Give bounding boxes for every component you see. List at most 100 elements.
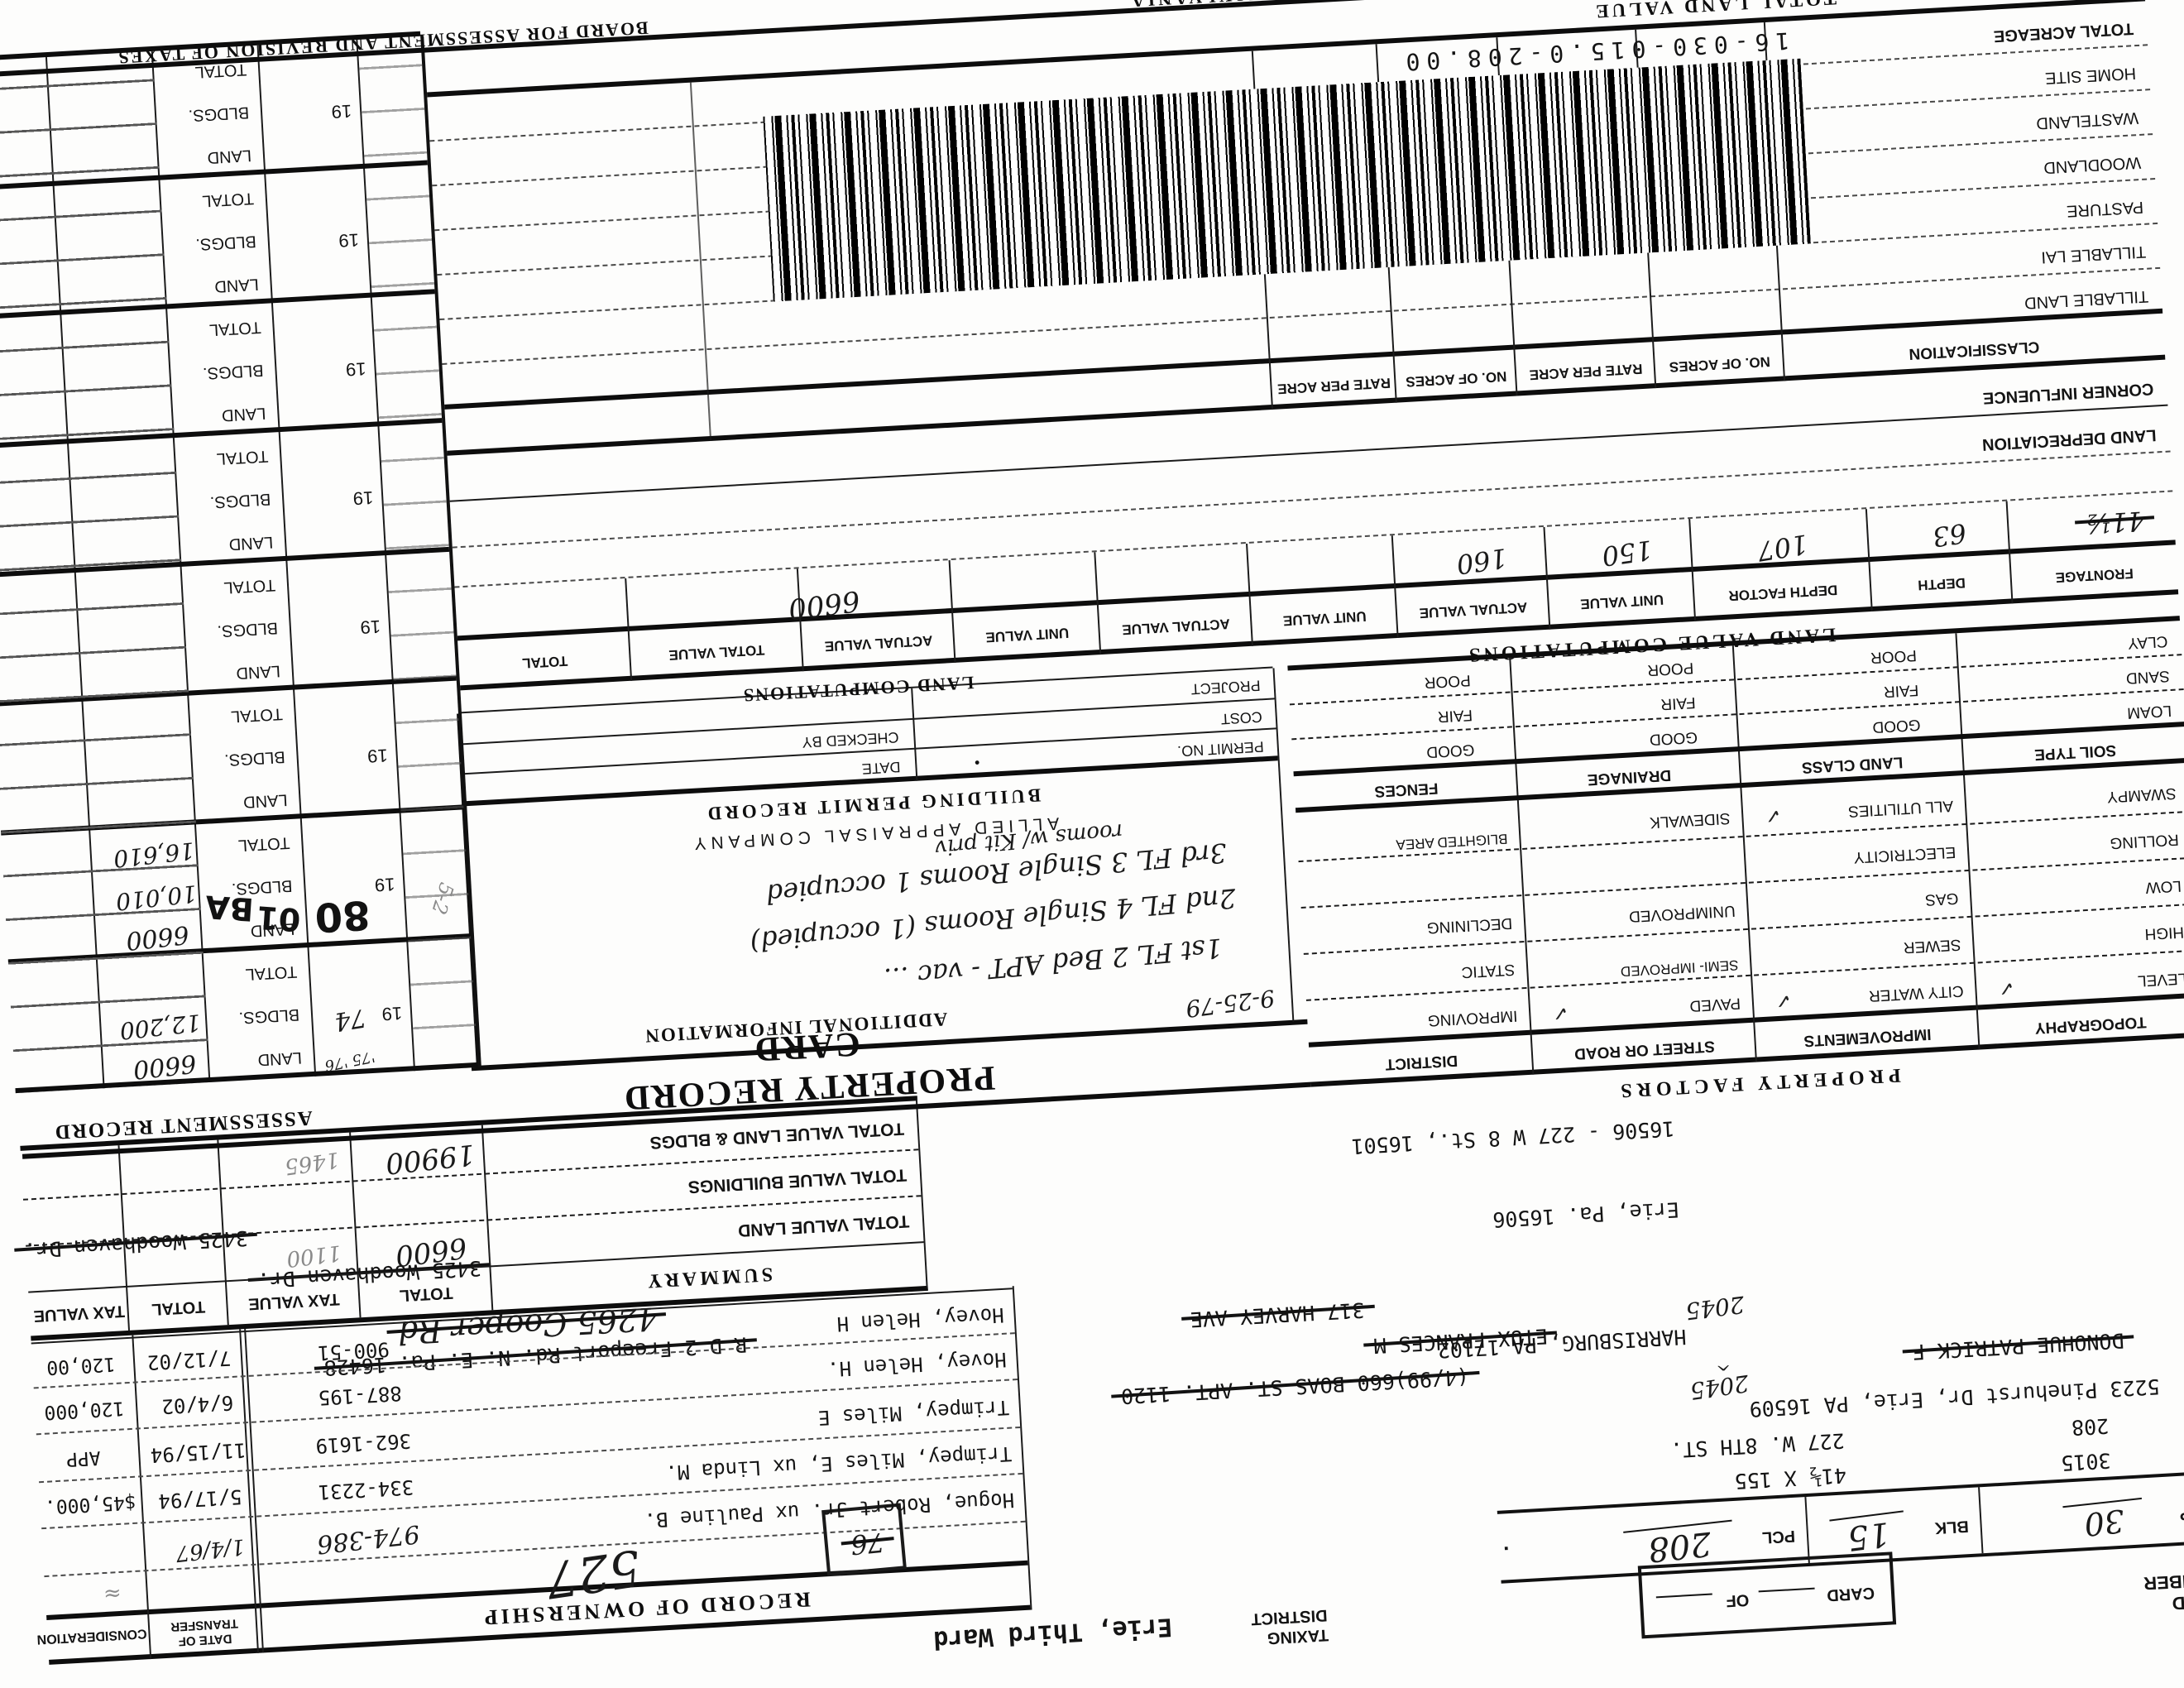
summary-row-land-total-handwritten: 6600: [393, 1230, 469, 1272]
class-tillable-land: TILLABLE LAND: [2024, 285, 2149, 312]
summary-col-total-2: TOTAL: [151, 1296, 206, 1318]
landclass-good: GOOD: [1871, 714, 1922, 736]
assessment-g2-stamp-80: 80: [314, 890, 371, 941]
permit-cost-label: COST: [1220, 708, 1263, 728]
assessment-g8-land-label: LAND: [206, 145, 252, 166]
class-total-acreage: TOTAL ACREAGE: [1993, 18, 2134, 45]
assessment-g5-total-label: TOTAL: [216, 445, 269, 468]
lvc-rowline-1: [454, 490, 2173, 588]
factor-all-utilities: ALL UTILITIES: [1847, 795, 1954, 820]
ownership-row6-consideration: 120,00: [46, 1352, 117, 1380]
ownership-row4-deed: 362-1619: [314, 1429, 412, 1458]
checkmark-all-utilities: ✓: [1764, 803, 1783, 828]
map-label: MAP: [2179, 1502, 2184, 1523]
factor-level: LEVEL: [2137, 968, 2184, 990]
assessment-g4-bldgs-label: BLDGS.: [216, 617, 279, 640]
hand-76-value: 76: [849, 1526, 886, 1561]
ownership-row2-deed-handwritten: 974-386: [315, 1518, 422, 1560]
checkmark-city-water: ✓: [1774, 989, 1793, 1014]
classification-header: CLASSIFICATION: [1908, 337, 2040, 362]
assessment-g3-land-label: LAND: [242, 789, 289, 811]
assessment-g4-year-prefix: 19: [359, 615, 381, 636]
soil-clay: CLAY: [2127, 631, 2168, 652]
assessment-g8-year-prefix: 19: [330, 99, 352, 121]
assessment-g2-year-prefix: 19: [374, 873, 395, 894]
ownership-row4-name: Trimpey, Miles E: [817, 1395, 1010, 1430]
taxing-district-label: TAXING DISTRICT: [1251, 1604, 1329, 1647]
factor-low: LOW: [2144, 875, 2182, 896]
summary-row-landbldgs-tax-handwritten: 1465: [282, 1145, 341, 1178]
summary-row-landbldgs-total-handwritten: 19900: [383, 1136, 477, 1179]
class-wasteland: WASTELAND: [2035, 108, 2139, 132]
summary-row-buildings-label: TOTAL VALUE BUILDINGS: [687, 1164, 908, 1196]
ownership-row5-name: Hovey, Helen H.: [826, 1347, 1008, 1381]
factor-gas: GAS: [1924, 888, 1959, 909]
lvc-rowline-2: [452, 450, 2171, 549]
lvc-header-unit-value-1: UNIT VALUE: [1579, 591, 1664, 613]
card-of-card-label: CARD: [1826, 1582, 1875, 1604]
rate-per-acre-header-1: RATE PER ACRE: [1529, 360, 1644, 384]
consideration-header: CONSIDERATION: [36, 1626, 147, 1647]
assessment-g6-land-label: LAND: [221, 402, 266, 424]
assessment-g6-year-prefix: 19: [345, 357, 367, 379]
factor-static: STATIC: [1460, 959, 1516, 981]
drainage-fair: FAIR: [1660, 693, 1697, 713]
map-blk-divider: [1978, 1487, 1984, 1554]
assessment-record-table: 19 '75 '76 74 LAND BLDGS. TOTAL 6600 12,…: [0, 31, 481, 1094]
factors-rowline-1: [1305, 949, 2184, 1001]
ownership-row3-consideration: $45,000.: [44, 1490, 137, 1519]
drainage-good: GOOD: [1649, 727, 1698, 749]
assessment-g7-year-prefix: 19: [338, 228, 360, 250]
card-number-label: CARD NUMBER: [2143, 1567, 2184, 1614]
map-value-handwritten: 30: [2062, 1497, 2146, 1545]
soil-loam: LOAM: [2126, 700, 2172, 722]
factor-sewer: SEWER: [1903, 934, 1961, 957]
lvc-hand-frontage: 41½: [2084, 505, 2146, 540]
permit-project-label: PROJECT: [1190, 677, 1262, 698]
drainage-poor: POOR: [1646, 658, 1694, 679]
hand-date-9-25-79: 9-25-79: [1184, 983, 1276, 1021]
lvc-header-total-value: TOTAL VALUE: [668, 641, 765, 664]
ownership-row2-date-handwritten: 1/4/67: [174, 1532, 247, 1566]
property-code: 3015: [2060, 1448, 2112, 1476]
class-tillable-lai: TILLABLE LAI: [2040, 241, 2147, 266]
summary-col-total-1: TOTAL: [399, 1282, 454, 1304]
card-number-label-line2: NUMBER: [2143, 1568, 2184, 1594]
ownership-row1-consideration-scribble: ≈: [103, 1579, 122, 1606]
lvc-header-unit-value-3: UNIT VALUE: [984, 625, 1070, 646]
ownership-row6-name: Hovey, Helen H: [836, 1302, 1005, 1336]
land-depreciation-label: LAND DEPRECIATION: [1981, 424, 2157, 453]
hand-2045-b: 2045: [1684, 1289, 1746, 1324]
assessment-g3-year-prefix: 19: [366, 744, 389, 765]
ownership-row5-deed: 887-195: [317, 1381, 403, 1410]
ownership-row6-deed: 900-51: [317, 1337, 390, 1365]
lvc-header-unit-value-2: UNIT VALUE: [1282, 608, 1367, 630]
permit-date-label: DATE: [861, 758, 901, 778]
lvc-hand-unit-value: 150: [1599, 534, 1655, 573]
lvc-header-actual-value-2: ACTUAL VALUE: [1121, 616, 1231, 639]
no-of-acres-header-1: NO. OF ACRES: [1669, 353, 1771, 376]
assessment-g2-land-label: LAND: [250, 918, 295, 939]
class-home-site: HOME SITE: [2044, 63, 2137, 87]
factor-rolling: ROLLING: [2109, 829, 2180, 852]
prior-owner-1-address: (4/99)660 BOAS ST. APT. 1120: [1120, 1364, 1470, 1410]
card-of-blank1: [1758, 1587, 1815, 1593]
ownership-row3-deed: 334-2231: [317, 1475, 414, 1504]
lvc-header-depth-factor: DEPTH FACTOR: [1727, 582, 1838, 605]
factor-unimproved: UNIMPROVED: [1628, 900, 1736, 925]
property-factors-table: TOPOGRAPHY IMPROVEMENTS STREET OR ROAD D…: [1287, 616, 2184, 1087]
assessment-g4-total-label: TOTAL: [223, 574, 276, 597]
assessment-g2-total-label: TOTAL: [237, 832, 290, 854]
rate-per-acre-header-2: RATE PER ACRE: [1276, 374, 1391, 398]
ownership-banner: RECORD OF OWNERSHIP: [480, 1587, 812, 1631]
ownership-header-row: RECORD OF OWNERSHIP DATE OF TRANSFER CON…: [36, 1560, 1031, 1665]
summary-col-tax-1: TAX VALUE: [247, 1288, 341, 1312]
lvc-header-depth: DEPTH: [1917, 574, 1966, 594]
date-of-transfer-header: DATE OF TRANSFER: [150, 1614, 261, 1651]
landclass-poor: POOR: [1870, 645, 1918, 667]
summary-row-land-label: TOTAL VALUE LAND: [737, 1211, 910, 1240]
prior-owner-1: DONOHUE PATRICK F: [1912, 1328, 2125, 1365]
factor-city-water: CITY WATER: [1868, 981, 1965, 1005]
lvc-header-actual-value-3: ACTUAL VALUE: [824, 632, 933, 655]
assessment-g7-bldgs-label: BLDGS.: [194, 231, 257, 253]
